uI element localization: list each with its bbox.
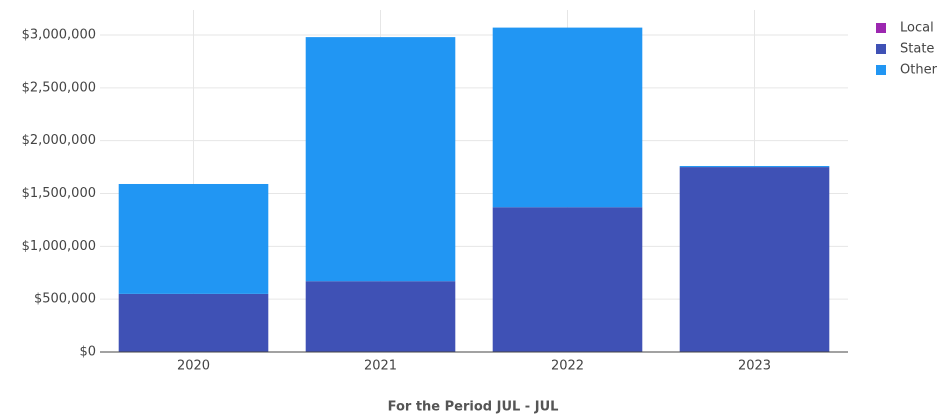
x-tick-label: 2022 — [551, 359, 584, 374]
bar-segment — [305, 281, 456, 352]
legend-label: State — [900, 42, 934, 57]
y-tick-label: $2,500,000 — [22, 80, 96, 95]
bar-segment — [679, 166, 830, 168]
x-tick-label: 2021 — [364, 359, 397, 374]
bar-segment — [118, 183, 269, 294]
legend-swatch — [876, 44, 886, 54]
legend-label: Other — [900, 63, 938, 78]
y-tick-label: $1,000,000 — [22, 239, 96, 254]
bar-segment — [679, 167, 830, 352]
y-tick-label: $2,000,000 — [22, 133, 96, 148]
x-tick-label: 2020 — [177, 359, 210, 374]
bar-segment — [492, 207, 643, 352]
bar-segment — [118, 293, 269, 352]
y-tick-label: $3,000,000 — [22, 28, 96, 43]
legend-swatch — [876, 23, 886, 33]
legend-label: Local — [900, 21, 934, 36]
legend-swatch — [876, 65, 886, 75]
y-tick-label: $0 — [79, 345, 96, 360]
bar-segment — [492, 27, 643, 208]
y-tick-label: $500,000 — [34, 292, 96, 307]
x-axis-title: For the Period JUL - JUL — [388, 400, 559, 415]
x-tick-label: 2023 — [738, 359, 771, 374]
y-tick-label: $1,500,000 — [22, 186, 96, 201]
bar-segment — [305, 37, 456, 282]
